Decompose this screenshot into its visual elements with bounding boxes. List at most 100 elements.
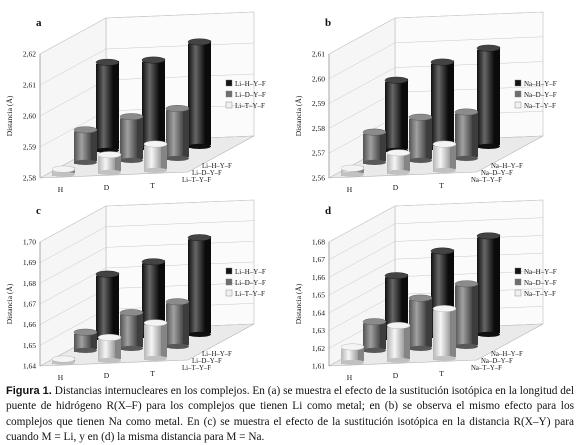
- bar-front: [188, 239, 205, 336]
- bar-base: [477, 143, 500, 149]
- x-tick-label: D: [104, 371, 110, 380]
- y-tick-label: 1,67: [23, 300, 36, 309]
- bar-top: [340, 343, 365, 351]
- x-tick-label: T: [150, 369, 155, 378]
- y-tick-label: 1,66: [23, 320, 36, 329]
- legend-swatch: [225, 278, 233, 286]
- bar-front: [409, 118, 426, 162]
- bar-c-Li–T–Y–F-T: [143, 319, 168, 361]
- legend-swatch: [514, 278, 522, 286]
- bar-front: [142, 61, 159, 150]
- y-tick-label: 2,61: [23, 81, 36, 90]
- bar-top: [73, 328, 98, 336]
- legend-entry: Na–H–Y–F: [524, 268, 557, 276]
- gridline-side: [39, 226, 107, 263]
- gridline-side: [39, 247, 107, 284]
- bar-top: [454, 280, 479, 288]
- y-tick-label: 2,57: [312, 149, 325, 158]
- bar-d-Na–D–Y–F-D: [408, 294, 433, 351]
- bar-side: [404, 323, 410, 362]
- y-tick-label: 2,60: [312, 74, 325, 83]
- x-tick-label: D: [104, 183, 110, 192]
- panel-label: c: [36, 205, 41, 217]
- bar-side: [472, 110, 478, 160]
- y-tick-label: 2,59: [312, 99, 325, 108]
- y-tick-label: 1,65: [23, 341, 36, 350]
- y-tick-label: 1,68: [312, 238, 325, 247]
- y-tick-label: 2,58: [23, 174, 36, 183]
- bar-top: [362, 318, 387, 326]
- y-tick-label: 2,60: [23, 112, 36, 121]
- bar-c-Li–T–Y–F-H: [51, 355, 76, 365]
- bar-top: [165, 105, 190, 112]
- bar-top: [119, 113, 144, 121]
- bar-side: [91, 330, 97, 352]
- bar-top: [384, 272, 409, 280]
- y-axis-title: Distancia (Å): [294, 95, 303, 136]
- bar-top: [408, 294, 433, 302]
- bar-front: [74, 333, 91, 352]
- y-tick-label: 1,62: [312, 344, 325, 353]
- gridline-back: [105, 199, 255, 207]
- bar-top: [430, 247, 455, 255]
- gridline-side: [39, 17, 107, 55]
- bar-top: [95, 270, 120, 278]
- y-tick-label: 1,70: [23, 238, 36, 247]
- bar-front: [363, 133, 380, 164]
- y-tick-label: 1,67: [312, 255, 325, 264]
- bar-base: [477, 331, 500, 337]
- bar-side: [159, 58, 165, 150]
- gridline-back: [394, 36, 544, 44]
- gridline-side: [39, 309, 107, 346]
- bar-front: [431, 63, 448, 150]
- bar-top: [362, 128, 387, 136]
- bar-b-Na–T–Y–F-T: [432, 140, 457, 173]
- bar-d-Na–T–Y–F-D: [386, 322, 411, 363]
- bar-base: [144, 355, 167, 361]
- gridline-side: [328, 116, 396, 154]
- bar-base: [433, 355, 456, 361]
- legend-entry: Na–D–Y–F: [524, 91, 557, 99]
- legend-swatch: [514, 267, 522, 275]
- chart-panel-a: 2,58 2,59 2,60 2,61 2,62 H D T Li–H–Y–F Li–D–Y–F L…: [0, 8, 289, 196]
- bar-c-Li–D–Y–F-H: [73, 328, 98, 353]
- gridline-side: [328, 67, 396, 104]
- bar-front: [455, 285, 472, 348]
- bar-side: [380, 320, 386, 352]
- bar-front: [74, 131, 91, 164]
- legend-entry: Li–D–Y–F: [235, 91, 266, 99]
- depth-axis-label: Li–T–Y–F: [182, 177, 211, 184]
- x-tick-label: T: [439, 369, 444, 378]
- y-tick-label: 1,64: [312, 308, 325, 317]
- bar-front: [455, 113, 472, 160]
- y-axis-title: Distancia (Å): [294, 283, 303, 324]
- bar-base: [341, 359, 364, 365]
- legend-entry: Li–H–Y–F: [235, 268, 266, 276]
- bar-b-Na–T–Y–F-H: [340, 164, 365, 177]
- gridline-side: [39, 48, 107, 86]
- y-tick-label: 2,59: [23, 143, 36, 152]
- bar-front: [188, 43, 205, 148]
- bar-front: [387, 327, 404, 362]
- bar-d-Na–D–Y–F-T: [454, 280, 479, 349]
- y-tick-label: 2,61: [312, 50, 325, 59]
- bar-front: [387, 154, 404, 174]
- bar-front: [98, 156, 115, 174]
- chart-panel-c: 1,64 1,65 1,66 1,67 1,68 1,69 1,70 H D T Li–H–Y–F L…: [0, 196, 289, 384]
- bar-top: [454, 108, 479, 116]
- bar-c-Li–H–Y–F-H: [95, 270, 120, 341]
- bar-b-Na–H–Y–F-H: [384, 76, 409, 153]
- bar-front: [98, 339, 115, 362]
- bar-side: [161, 142, 167, 172]
- y-tick-label: 1,69: [23, 258, 36, 267]
- depth-axis-label: Li–D–Y–F: [192, 170, 222, 177]
- gridline-side: [328, 205, 396, 243]
- bar-top: [141, 258, 166, 266]
- x-tick-label: D: [393, 371, 399, 380]
- y-tick-label: 1,66: [312, 273, 325, 282]
- bar-a-Li–H–Y–F-D: [141, 56, 166, 151]
- bar-b-Na–D–Y–F-D: [408, 113, 433, 163]
- caption-label: Figura 1.: [6, 385, 52, 397]
- bar-b-Na–H–Y–F-T: [476, 44, 501, 149]
- bar-side: [494, 46, 500, 148]
